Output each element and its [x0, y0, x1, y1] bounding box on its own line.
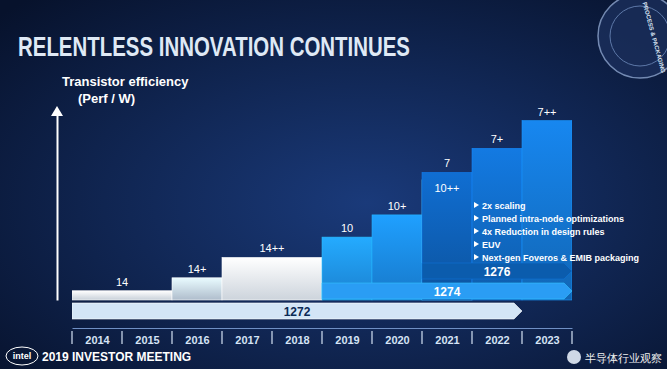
year-separator	[321, 331, 322, 344]
x-tick-label: 2020	[385, 334, 409, 346]
bar-label: 7+	[491, 133, 504, 145]
y-axis-title: (Perf / W)	[78, 91, 135, 106]
bar-label: 10	[341, 222, 353, 234]
bullet-marker	[474, 254, 479, 260]
footer: 2019 INVESTOR MEETING	[42, 350, 191, 364]
year-separator	[371, 331, 372, 344]
bar-label: 7++	[538, 106, 557, 118]
annotation: 4x Reduction in design rules	[482, 227, 605, 237]
annotation: Next-gen Foveros & EMIB packaging	[482, 253, 639, 263]
x-tick-label: 2019	[335, 334, 359, 346]
process-label: 1274	[434, 285, 461, 299]
chart-root: PROCESS & PACKAGING RELENTLESS INNOVATION…	[0, 0, 667, 369]
bar-label: 10+	[388, 200, 407, 212]
watermark-icon	[567, 350, 581, 364]
x-tick-label: 2023	[535, 334, 559, 346]
process-band	[422, 263, 572, 279]
x-tick-label: 2015	[135, 334, 159, 346]
year-separator	[471, 331, 472, 344]
logo-ring	[6, 347, 38, 365]
x-tick: 2018	[285, 328, 309, 346]
logo: intel	[13, 351, 32, 361]
process-label: 1272	[284, 305, 311, 319]
bar	[222, 257, 322, 300]
y-axis	[57, 116, 58, 301]
chart-svg: PROCESS & PACKAGING RELENTLESS INNOVATION…	[0, 0, 667, 369]
annotation: 2x scaling	[482, 201, 526, 211]
annotation: EUV	[482, 240, 501, 250]
x-tick: 2016	[185, 328, 209, 346]
badge-circle	[598, 0, 667, 78]
bar-label: 14++	[259, 242, 284, 254]
year-separator	[421, 331, 422, 344]
bullet-marker	[474, 241, 479, 247]
x-tick: 2015	[135, 328, 159, 346]
year-separator	[521, 331, 522, 344]
bar	[172, 278, 222, 300]
bullet-marker	[474, 215, 479, 221]
year-separator	[221, 331, 222, 344]
y-axis-arrow	[51, 106, 63, 116]
bullet-marker	[474, 202, 479, 208]
background	[0, 0, 667, 369]
y-axis-line	[57, 116, 59, 301]
bullet-marker	[474, 228, 479, 234]
x-tick-label: 2014	[85, 334, 110, 346]
x-tick: 2022	[485, 328, 509, 346]
x-tick: 2020	[385, 328, 409, 346]
x-tick: 2019	[335, 328, 359, 346]
x-tick-label: 2018	[285, 334, 309, 346]
y-axis-title: Transistor efficiency	[62, 74, 189, 89]
year-separator	[171, 331, 172, 344]
bar-label: 14	[116, 276, 128, 288]
process-label: 1276	[484, 265, 511, 279]
annotation: Planned intra-node optimizations	[482, 214, 624, 224]
bar-label: 10++	[434, 182, 459, 194]
x-tick: 2014	[85, 328, 110, 346]
year-separator	[271, 331, 272, 344]
x-tick-label: 2017	[235, 334, 259, 346]
x-tick: 2021	[435, 328, 459, 346]
title: RELENTLESS INNOVATION CONTINUES	[18, 31, 410, 62]
bar	[72, 291, 172, 300]
year-separator	[71, 331, 72, 344]
x-tick-label: 2016	[185, 334, 209, 346]
year-separator	[121, 331, 122, 344]
x-tick-label: 2022	[485, 334, 509, 346]
x-tick-label: 2021	[435, 334, 459, 346]
year-separator	[571, 331, 572, 344]
bar-label: 7	[444, 157, 450, 169]
x-tick: 2023	[535, 328, 559, 346]
watermark: 半导体行业观察	[585, 352, 662, 364]
bar-label: 14+	[188, 263, 207, 275]
bar	[422, 172, 472, 300]
process-band	[72, 303, 522, 319]
x-axis-line	[73, 328, 573, 329]
process-band	[322, 283, 572, 299]
badge-text: PROCESS & PACKAGING	[642, 1, 667, 74]
x-tick: 2017	[235, 328, 259, 346]
x-axis: 2014 2015 2016 2017 2018 2019 2020 2021 2022 2023	[73, 328, 573, 346]
